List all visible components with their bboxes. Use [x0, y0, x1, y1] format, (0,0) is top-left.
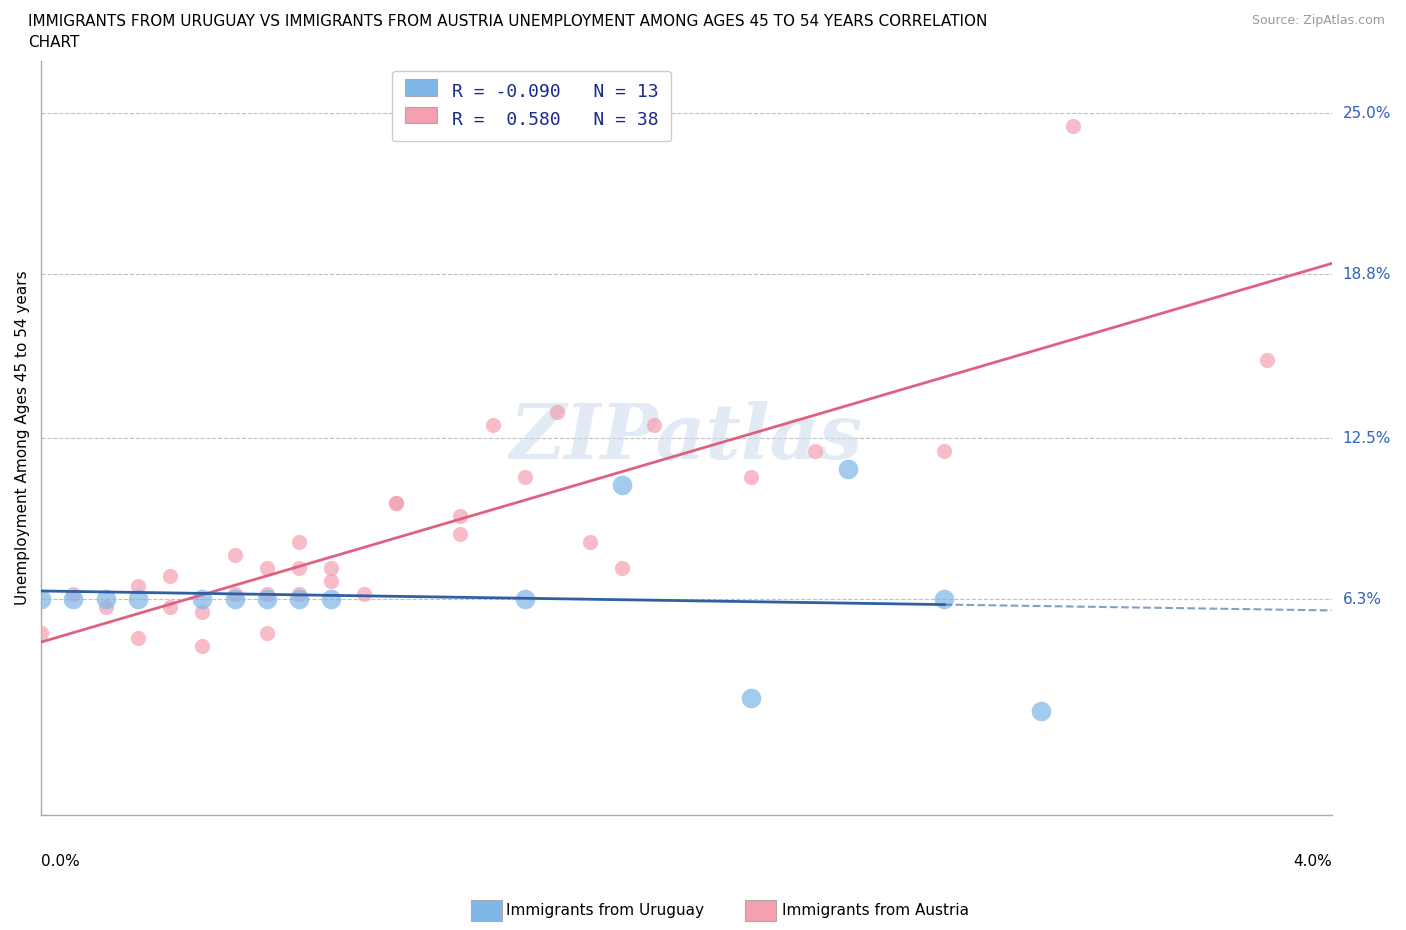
Text: 6.3%: 6.3%	[1343, 591, 1382, 606]
Point	[62, 591, 84, 606]
Point	[30, 625, 52, 640]
Point	[513, 591, 536, 606]
Point	[804, 444, 827, 458]
Point	[127, 578, 149, 593]
Point	[224, 587, 246, 602]
Text: 0.0%: 0.0%	[41, 854, 80, 869]
Point	[256, 591, 278, 606]
Point	[127, 631, 149, 645]
Point	[30, 591, 52, 606]
Legend: R = -0.090   N = 13, R =  0.580   N = 38: R = -0.090 N = 13, R = 0.580 N = 38	[392, 71, 671, 141]
Point	[159, 568, 181, 583]
Text: 12.5%: 12.5%	[1343, 431, 1391, 445]
Point	[837, 462, 859, 477]
Text: ZIPatlas: ZIPatlas	[510, 401, 863, 475]
Text: IMMIGRANTS FROM URUGUAY VS IMMIGRANTS FROM AUSTRIA UNEMPLOYMENT AMONG AGES 45 TO: IMMIGRANTS FROM URUGUAY VS IMMIGRANTS FR…	[28, 14, 987, 29]
Text: CHART: CHART	[28, 35, 80, 50]
Point	[610, 477, 633, 492]
Point	[321, 561, 343, 576]
Text: 18.8%: 18.8%	[1343, 267, 1391, 282]
Point	[934, 444, 956, 458]
Point	[610, 561, 633, 576]
Point	[385, 496, 408, 511]
Point	[353, 587, 375, 602]
Point	[546, 405, 568, 419]
Point	[450, 526, 472, 541]
Point	[934, 591, 956, 606]
Point	[321, 574, 343, 589]
Y-axis label: Unemployment Among Ages 45 to 54 years: Unemployment Among Ages 45 to 54 years	[15, 271, 30, 605]
Point	[481, 418, 503, 432]
Point	[1031, 703, 1053, 718]
Point	[321, 591, 343, 606]
Point	[1062, 119, 1084, 134]
Point	[643, 418, 665, 432]
Text: Immigrants from Uruguay: Immigrants from Uruguay	[506, 903, 704, 918]
Point	[385, 496, 408, 511]
Point	[288, 591, 311, 606]
Point	[288, 535, 311, 550]
Point	[256, 625, 278, 640]
Text: 25.0%: 25.0%	[1343, 106, 1391, 121]
Point	[740, 470, 762, 485]
Text: Source: ZipAtlas.com: Source: ZipAtlas.com	[1251, 14, 1385, 27]
Point	[1256, 352, 1278, 367]
Point	[513, 470, 536, 485]
Point	[62, 587, 84, 602]
Point	[578, 535, 600, 550]
Point	[94, 591, 117, 606]
Point	[256, 587, 278, 602]
Point	[450, 509, 472, 524]
Text: Immigrants from Austria: Immigrants from Austria	[782, 903, 969, 918]
Point	[288, 587, 311, 602]
Point	[191, 638, 214, 653]
Point	[740, 690, 762, 705]
Point	[191, 604, 214, 619]
Point	[127, 591, 149, 606]
Point	[224, 591, 246, 606]
Point	[191, 591, 214, 606]
Point	[288, 561, 311, 576]
Point	[256, 561, 278, 576]
Text: 4.0%: 4.0%	[1292, 854, 1331, 869]
Point	[94, 600, 117, 615]
Point	[159, 600, 181, 615]
Point	[224, 548, 246, 563]
